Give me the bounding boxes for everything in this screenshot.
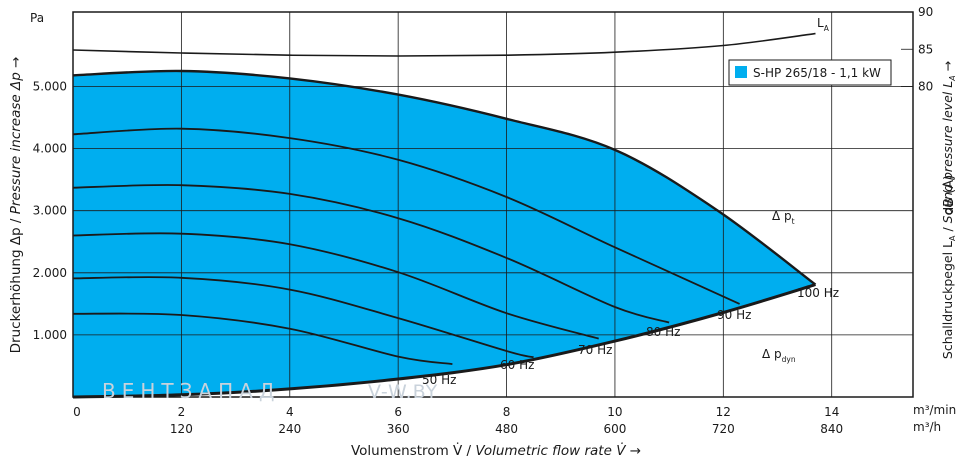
x-tick-label-m3h: 240 <box>278 422 301 436</box>
curve-60hz <box>72 276 534 359</box>
x-tick-label: 4 <box>286 405 294 419</box>
curve-50hz <box>72 312 453 365</box>
y-tick-label: 2.000 <box>33 266 67 280</box>
legend: S-HP 265/18 - 1,1 kW <box>728 59 892 86</box>
curve-100hz <box>72 69 817 286</box>
x-tick-label: 2 <box>178 405 186 419</box>
watermark-url: V-W.BY <box>368 381 438 403</box>
y-tick-label: 4.000 <box>33 142 67 156</box>
x-tick-label-m3h: 600 <box>603 422 626 436</box>
curve-label: 100 Hz <box>797 286 839 300</box>
curve-label: 70 Hz <box>578 343 612 357</box>
y-tick-label: 1.000 <box>33 328 67 342</box>
x-tick-label: 6 <box>394 405 402 419</box>
x-tick-label: 12 <box>716 405 731 419</box>
curve-label: 80 Hz <box>646 325 680 339</box>
y2-axis-title: dB (A) <box>942 175 957 215</box>
y-tick-label: 5.000 <box>33 80 67 94</box>
y2-tick-label: 80 <box>918 80 933 94</box>
grid <box>73 11 913 397</box>
x-tick-label: 0 <box>73 405 81 419</box>
la-label: LA <box>817 16 830 33</box>
x-tick-label-m3h: 120 <box>170 422 193 436</box>
y-unit-label: Pa <box>30 11 44 25</box>
delta-pt-label: Δ pt <box>772 209 795 226</box>
x-unit-secondary: m³/h <box>913 420 941 434</box>
y2-tick-label: 85 <box>918 42 933 56</box>
y-tick-label: 3.000 <box>33 204 67 218</box>
y2-axis-subtitle: Schalldruckpegel LA / Sound pressure lev… <box>940 61 957 359</box>
watermark: ВЕНТЗАПАД <box>102 379 280 403</box>
delta-pdyn-label: Δ pdyn <box>762 347 796 364</box>
x-axis-title: Volumenstrom V̇ / Volumetric flow rate V… <box>351 443 641 459</box>
y-axis-title: Druckerhöhung Δp / Pressure increase Δp … <box>8 57 24 354</box>
curve-80hz <box>72 184 670 324</box>
curve-label: 90 Hz <box>717 308 751 322</box>
sound-level-curve <box>72 32 816 57</box>
legend-box <box>728 59 892 86</box>
x-unit-primary: m³/min <box>913 403 956 417</box>
y2-tick-label: 90 <box>918 5 933 19</box>
legend-label: S-HP 265/18 - 1,1 kW <box>753 66 881 80</box>
x-tick-label-m3h: 720 <box>712 422 735 436</box>
x-tick-label: 14 <box>824 405 839 419</box>
plot-frame <box>72 11 914 398</box>
legend-swatch <box>735 66 747 78</box>
curve-90hz <box>72 127 740 305</box>
x-tick-label-m3h: 360 <box>387 422 410 436</box>
curve-70hz <box>72 232 599 340</box>
system-curve <box>72 283 816 399</box>
curve-label: 50 Hz <box>422 373 456 387</box>
labels: 100 Hz 90 Hz 80 Hz 70 Hz 60 Hz 50 Hz 1.000 2.00… <box>30 5 956 436</box>
x-tick-label-m3h: 840 <box>820 422 843 436</box>
curves <box>72 32 817 399</box>
curve-label: 60 Hz <box>500 358 534 372</box>
x-tick-label: 10 <box>607 405 622 419</box>
x-tick-label: 8 <box>503 405 511 419</box>
x-tick-label-m3h: 480 <box>495 422 518 436</box>
